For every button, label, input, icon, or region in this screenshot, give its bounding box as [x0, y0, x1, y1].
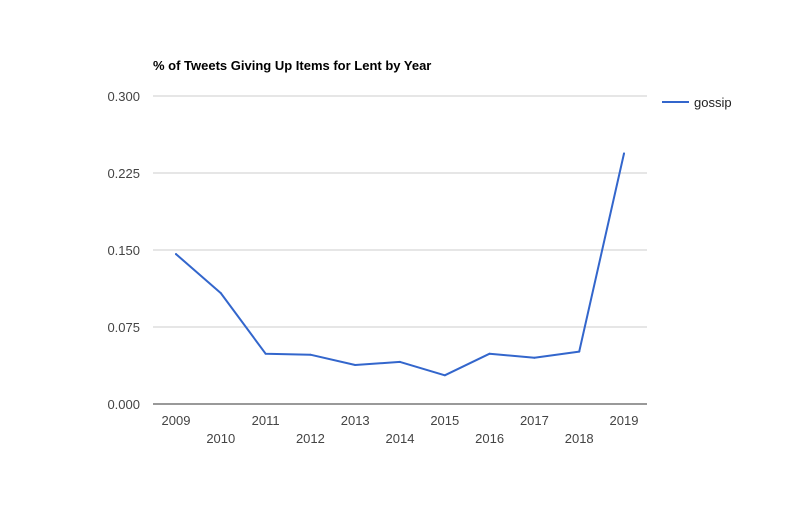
y-tick-label: 0.300: [107, 89, 140, 104]
series-line-gossip: [175, 152, 625, 377]
data-point: [175, 253, 177, 256]
data-point: [354, 363, 357, 366]
gridlines: [153, 95, 647, 405]
x-tick-label: 2014: [386, 431, 415, 446]
data-point: [533, 356, 536, 359]
data-point: [623, 152, 625, 155]
data-point: [264, 352, 267, 355]
chart-title: % of Tweets Giving Up Items for Lent by …: [153, 58, 431, 73]
data-point: [399, 360, 401, 363]
data-point: [488, 352, 491, 355]
y-axis-ticks: 0.000 0.075 0.150 0.225 0.300: [107, 89, 140, 412]
data-point: [309, 353, 312, 356]
y-tick-label: 0.150: [107, 243, 140, 258]
x-tick-label: 2011: [252, 413, 280, 428]
x-tick-label: 2010: [206, 431, 235, 446]
x-tick-label: 2017: [520, 413, 549, 428]
y-tick-label: 0.225: [107, 166, 140, 181]
data-point: [219, 292, 222, 295]
x-tick-label: 2019: [610, 413, 639, 428]
series-lines: [175, 152, 625, 377]
y-tick-label: 0.075: [107, 320, 140, 335]
x-tick-label: 2009: [162, 413, 191, 428]
x-tick-label: 2018: [565, 431, 594, 446]
x-tick-label: 2013: [341, 413, 370, 428]
x-axis-ticks: 2009 2010 2011 2012 2013 2014 2015 2016 2017 2018…: [162, 413, 639, 446]
data-point: [578, 350, 581, 353]
x-tick-label: 2015: [430, 413, 459, 428]
legend[interactable]: gossip: [662, 95, 732, 110]
data-point: [443, 374, 446, 377]
x-tick-label: 2016: [475, 431, 504, 446]
x-tick-label: 2012: [296, 431, 325, 446]
y-tick-label: 0.000: [107, 397, 140, 412]
legend-label: gossip: [694, 95, 732, 110]
